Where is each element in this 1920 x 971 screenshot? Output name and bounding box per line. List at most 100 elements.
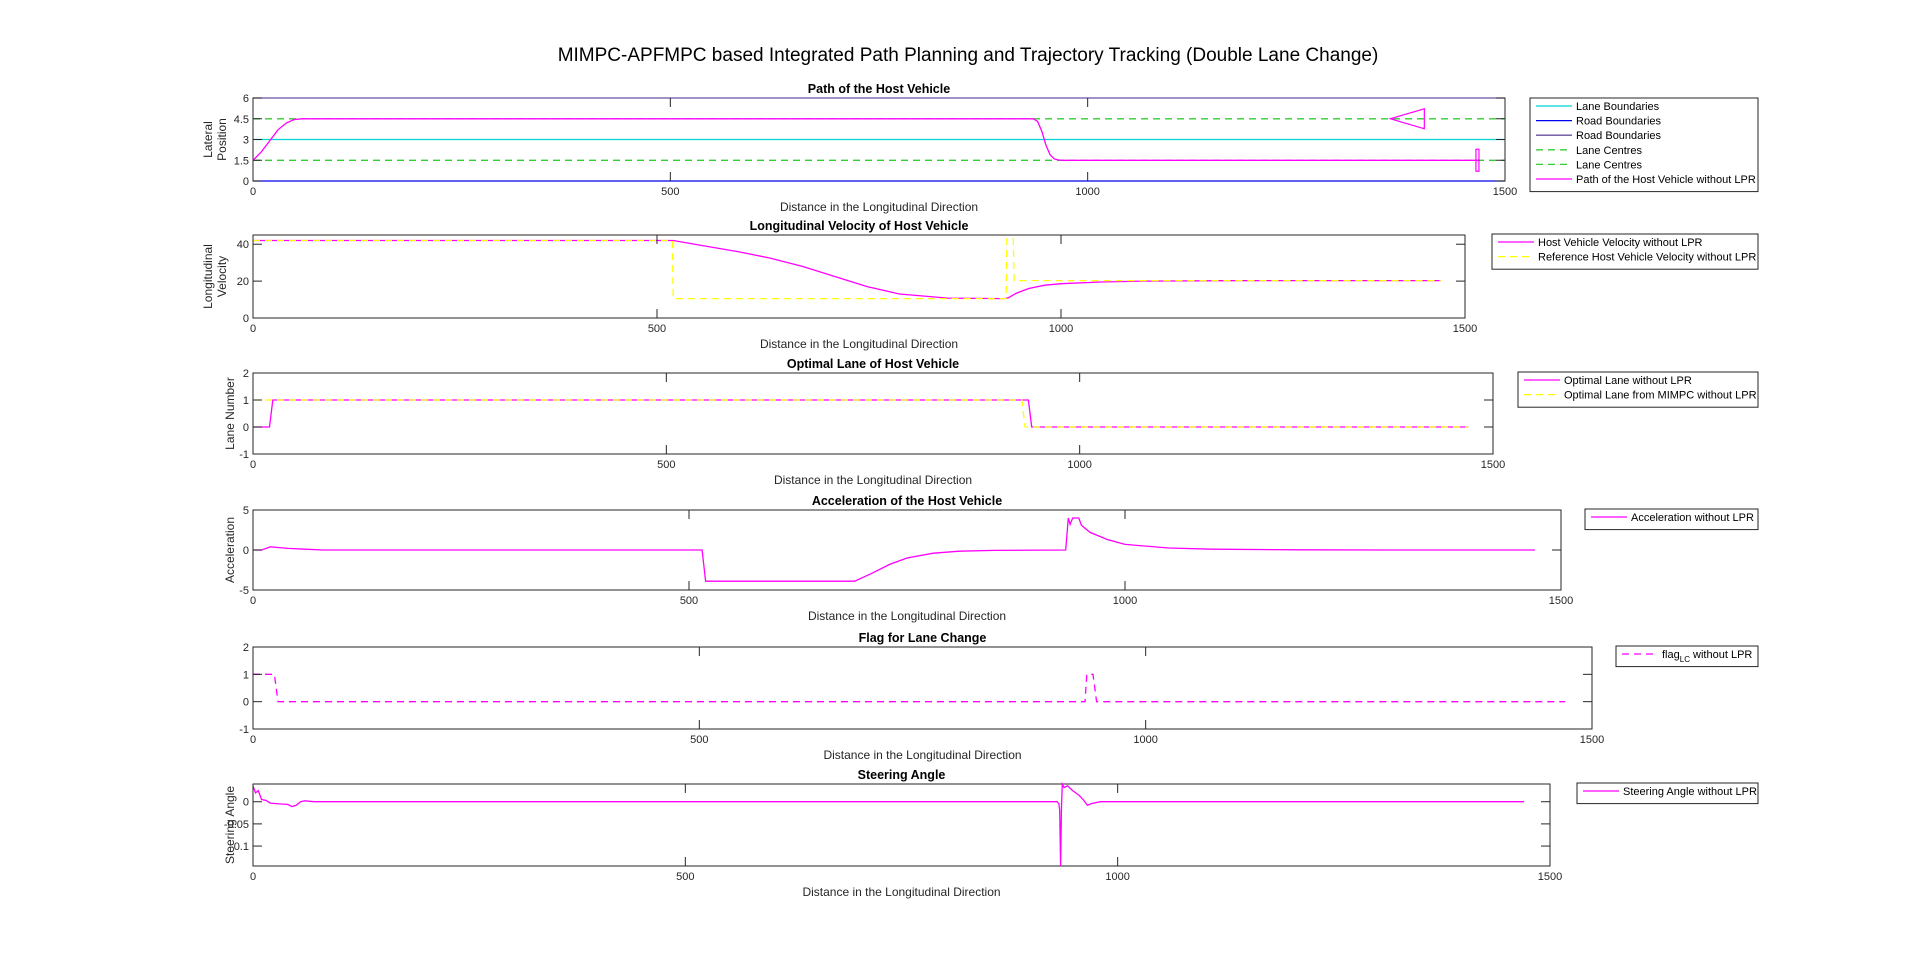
legend-entry: Steering Angle without LPR <box>1623 786 1757 798</box>
subplot-title: Optimal Lane of Host Vehicle <box>787 357 959 371</box>
y-tick-label: -0.1 <box>230 841 249 853</box>
x-tick-label: 0 <box>250 734 256 746</box>
legend-entry: Optimal Lane without LPR <box>1564 375 1692 387</box>
subplot-2: 0 500 1000 1500 0 20 40 Longitudinal Velocity o… <box>201 219 1477 351</box>
legend-entry: Path of the Host Vehicle without LPR <box>1576 174 1756 186</box>
x-axis-label: Distance in the Longitudinal Direction <box>760 337 958 351</box>
x-tick-label: 0 <box>250 595 256 607</box>
y-tick-label: 6 <box>243 93 249 105</box>
x-axis-label: Distance in the Longitudinal Direction <box>780 200 978 214</box>
y-tick-label: 0 <box>243 545 249 557</box>
y-axis-label: Steering Angle <box>223 786 237 864</box>
series-line-1 <box>253 673 1566 703</box>
legend-entry: Reference Host Vehicle Velocity without … <box>1538 252 1756 264</box>
y-axis-label: Position <box>215 118 229 161</box>
legend-box <box>1584 508 1759 531</box>
legend-entry: Lane Centres <box>1576 159 1643 171</box>
x-tick-label: 500 <box>690 734 708 746</box>
y-tick-label: 0 <box>243 422 249 434</box>
y-tick-label: 4.5 <box>234 114 249 126</box>
series-line-1 <box>253 517 1535 582</box>
y-axis-label: Lane Number <box>223 377 237 450</box>
y-tick-label: -0.05 <box>224 819 249 831</box>
y-axis-label: Velocity <box>215 256 229 297</box>
x-tick-label: 1500 <box>1538 871 1562 883</box>
legend-box <box>1615 645 1759 668</box>
legend-entry: Optimal Lane from MIMPC without LPR <box>1564 390 1757 402</box>
y-tick-label: 20 <box>237 276 249 288</box>
series-line-6 <box>252 118 1480 161</box>
subplot-title: Path of the Host Vehicle <box>808 82 950 96</box>
series-marker-triangle <box>1388 107 1425 130</box>
y-tick-label: 0 <box>243 313 249 325</box>
subplot-title: Longitudinal Velocity of Host Vehicle <box>750 219 969 233</box>
subplot-title: Acceleration of the Host Vehicle <box>812 494 1002 508</box>
y-axis-label: Lateral <box>201 121 215 158</box>
series-line-2 <box>253 399 1469 428</box>
y-tick-label: 2 <box>243 642 249 654</box>
x-tick-label: 500 <box>648 323 666 335</box>
x-axis-label: Distance in the Longitudinal Direction <box>808 609 1006 623</box>
legend-entry: Lane Centres <box>1576 145 1643 157</box>
legend-entry: Road Boundaries <box>1576 130 1662 142</box>
y-axis-label: Longitudinal <box>201 244 215 309</box>
series-line-1 <box>252 781 1525 867</box>
y-tick-label: 0 <box>243 697 249 709</box>
y-tick-label: 1.5 <box>234 155 249 167</box>
y-tick-label: 0 <box>243 797 249 809</box>
y-tick-label: 1 <box>243 669 249 681</box>
y-tick-label: 0 <box>243 176 249 188</box>
y-tick-label: 5 <box>243 505 249 517</box>
x-axis-label: Distance in the Longitudinal Direction <box>802 885 1000 899</box>
plot-area <box>252 646 1593 730</box>
x-tick-label: 1500 <box>1549 595 1573 607</box>
x-tick-label: 0 <box>250 323 256 335</box>
y-tick-label: -1 <box>239 449 249 461</box>
x-tick-label: 500 <box>657 459 675 471</box>
legend-box <box>1576 782 1759 805</box>
subplot-6: 0 500 1000 1500 -0.1 -0.05 0 Steering Angle Dist… <box>223 768 1562 899</box>
x-tick-label: 500 <box>680 595 698 607</box>
x-tick-label: 1000 <box>1105 871 1129 883</box>
legend: Acceleration without LPR <box>1584 508 1759 531</box>
x-tick-label: 1000 <box>1113 595 1137 607</box>
x-tick-label: 1500 <box>1453 323 1477 335</box>
x-tick-label: 1000 <box>1075 186 1099 198</box>
subplot-title: Steering Angle <box>858 768 946 782</box>
x-tick-label: 1000 <box>1049 323 1073 335</box>
x-tick-label: 1000 <box>1133 734 1157 746</box>
legend-entry: flagLC without LPR <box>1662 649 1752 664</box>
series-line-2 <box>253 238 1441 300</box>
x-tick-label: 1000 <box>1067 459 1091 471</box>
legend: Lane Boundaries Road Boundaries Road Bound… <box>1529 97 1759 193</box>
legend-entry: Acceleration without LPR <box>1631 512 1754 524</box>
x-tick-label: 0 <box>250 459 256 471</box>
legend-box <box>1517 371 1759 408</box>
subplot-title: Flag for Lane Change <box>859 631 987 645</box>
y-tick-label: -5 <box>239 585 249 597</box>
x-axis-label: Distance in the Longitudinal Direction <box>823 748 1021 762</box>
figure-title: MIMPC-APFMPC based Integrated Path Plann… <box>558 45 1379 66</box>
y-tick-label: 2 <box>243 368 249 380</box>
x-tick-label: 0 <box>250 871 256 883</box>
plot-area <box>252 372 1494 455</box>
legend-box <box>1529 97 1759 193</box>
plot-area <box>252 234 1466 319</box>
series-marker-rect <box>1475 148 1480 172</box>
legend: Steering Angle without LPR <box>1576 782 1759 805</box>
x-tick-label: 500 <box>661 186 679 198</box>
x-tick-label: 1500 <box>1493 186 1517 198</box>
y-tick-label: -1 <box>239 724 249 736</box>
legend: Optimal Lane without LPR Optimal Lane fro… <box>1517 371 1759 408</box>
legend-entry: Lane Boundaries <box>1576 101 1660 113</box>
y-axis-label: Acceleration <box>223 517 237 583</box>
plot-area <box>252 783 1551 867</box>
x-tick-label: 1500 <box>1481 459 1505 471</box>
y-tick-label: 3 <box>243 135 249 147</box>
x-tick-label: 1500 <box>1580 734 1604 746</box>
legend: Host Vehicle Velocity without LPR Referen… <box>1491 233 1759 270</box>
